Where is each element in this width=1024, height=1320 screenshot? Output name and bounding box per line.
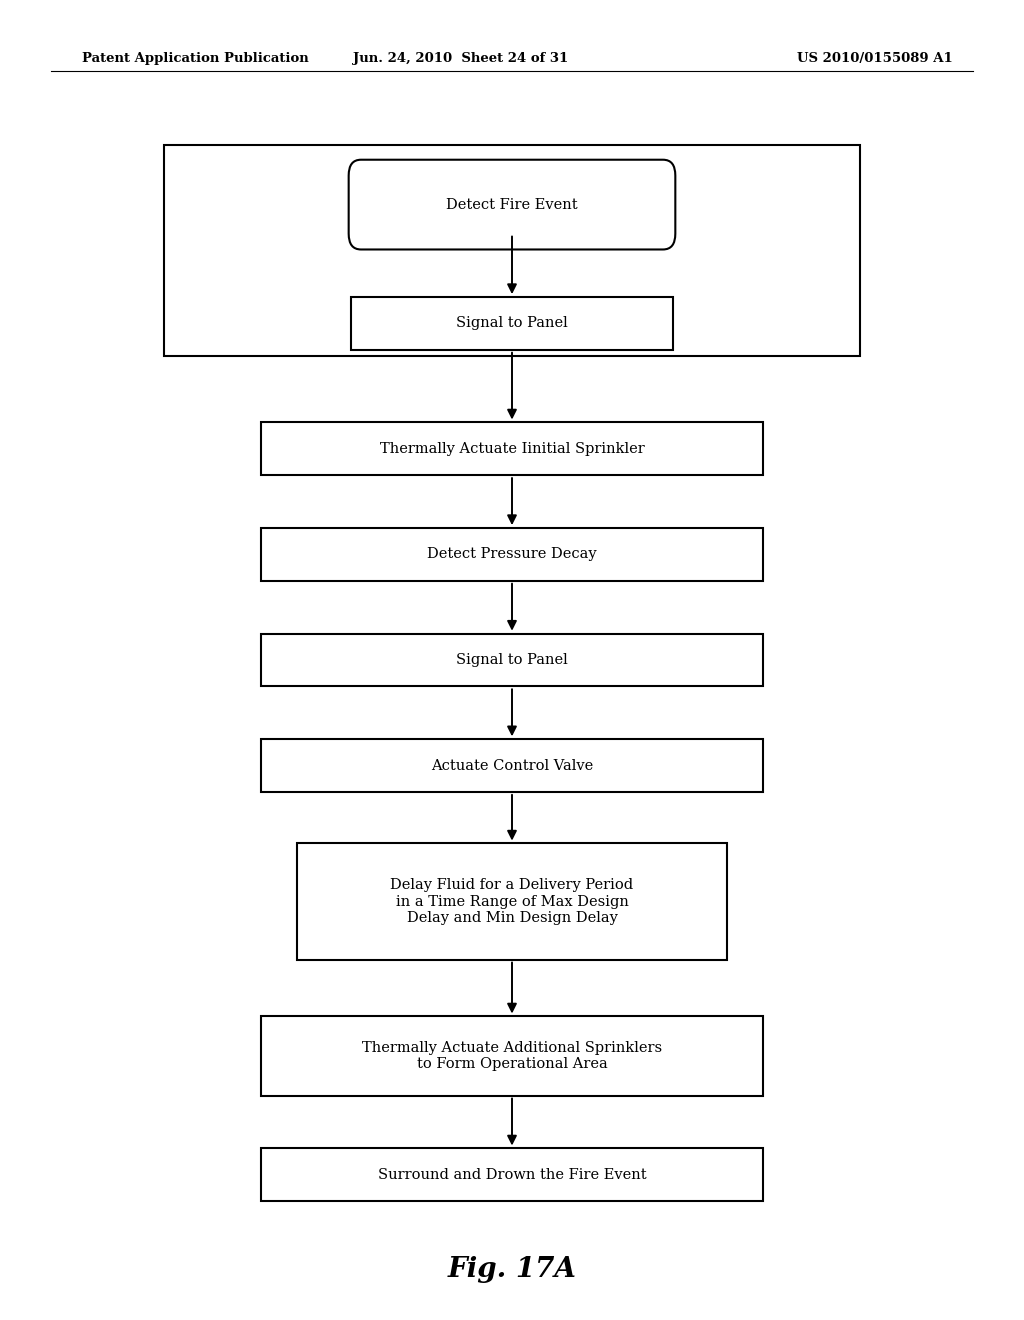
Text: Signal to Panel: Signal to Panel — [456, 317, 568, 330]
Text: Fig. 17A: Fig. 17A — [447, 1257, 577, 1283]
Bar — [261, 634, 763, 686]
Text: Detect Pressure Decay: Detect Pressure Decay — [427, 548, 597, 561]
Text: US 2010/0155089 A1: US 2010/0155089 A1 — [797, 51, 952, 65]
Text: Delay Fluid for a Delivery Period
in a Time Range of Max Design
Delay and Min De: Delay Fluid for a Delivery Period in a T… — [390, 878, 634, 925]
Text: Surround and Drown the Fire Event: Surround and Drown the Fire Event — [378, 1168, 646, 1181]
Bar — [297, 843, 727, 960]
Text: Thermally Actuate Iinitial Sprinkler: Thermally Actuate Iinitial Sprinkler — [380, 442, 644, 455]
Text: Jun. 24, 2010  Sheet 24 of 31: Jun. 24, 2010 Sheet 24 of 31 — [353, 51, 568, 65]
Text: Signal to Panel: Signal to Panel — [456, 653, 568, 667]
Text: Actuate Control Valve: Actuate Control Valve — [431, 759, 593, 772]
Bar — [261, 739, 763, 792]
Bar — [261, 422, 763, 475]
FancyBboxPatch shape — [348, 160, 676, 249]
Text: Patent Application Publication: Patent Application Publication — [82, 51, 308, 65]
Bar — [350, 297, 674, 350]
Bar — [261, 1016, 763, 1096]
Bar — [261, 1148, 763, 1201]
Text: Thermally Actuate Additional Sprinklers
to Form Operational Area: Thermally Actuate Additional Sprinklers … — [361, 1041, 663, 1071]
Text: Detect Fire Event: Detect Fire Event — [446, 198, 578, 211]
Bar — [261, 528, 763, 581]
Bar — [164, 145, 860, 356]
